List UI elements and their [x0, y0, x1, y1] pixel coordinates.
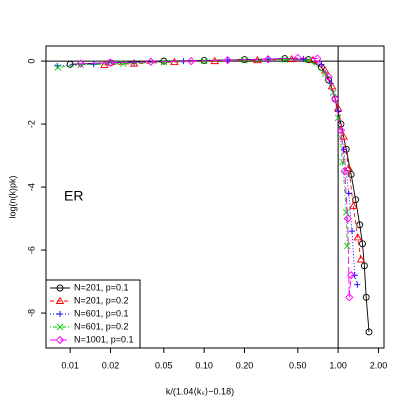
point — [345, 293, 354, 302]
point — [356, 255, 366, 263]
y-tick-label: -2 — [26, 120, 36, 128]
point — [345, 190, 352, 197]
legend-label: N=201, p=0.1 — [74, 282, 129, 292]
legend-label: N=1001, p=0.1 — [74, 334, 134, 344]
point — [334, 114, 342, 122]
x-tick-label: 0.01 — [61, 360, 79, 370]
point — [313, 54, 322, 63]
legend-marker — [55, 335, 65, 345]
point — [356, 221, 364, 229]
point — [321, 70, 329, 78]
point — [76, 59, 85, 68]
point — [336, 126, 346, 135]
point — [187, 56, 196, 66]
point — [349, 201, 358, 209]
legend-label: N=601, p=0.1 — [74, 308, 129, 318]
point — [362, 293, 370, 301]
legend-marker — [57, 311, 63, 317]
point — [349, 228, 356, 235]
point — [339, 158, 346, 166]
legend-marker — [55, 296, 65, 304]
point — [359, 240, 366, 248]
point — [120, 60, 127, 67]
annotation: ER — [64, 188, 83, 204]
x-tick-label: 2.00 — [370, 360, 388, 370]
y-tick-label: -8 — [26, 309, 36, 317]
legend-marker — [56, 323, 64, 331]
point — [320, 66, 330, 74]
x-tick-label: 0.20 — [236, 360, 254, 370]
x-tick-label: 1.00 — [329, 360, 347, 370]
point — [342, 208, 350, 216]
point — [339, 132, 348, 140]
y-tick-label: -4 — [26, 183, 36, 191]
y-tick-label: 0 — [26, 59, 36, 64]
point — [263, 55, 273, 64]
y-axis-label: log(n(k)pk) — [7, 175, 17, 218]
point — [343, 214, 352, 223]
plot-frame — [45, 45, 385, 349]
point — [344, 163, 354, 172]
point — [331, 94, 340, 104]
point — [346, 271, 356, 280]
y-tick-label: -6 — [26, 246, 36, 254]
point — [360, 262, 368, 270]
point — [77, 61, 85, 69]
x-axis-label: k/(1.04⟨kₛ⟩−0.18) — [166, 386, 234, 396]
point — [347, 171, 355, 178]
x-tick-label: 0.02 — [102, 360, 120, 370]
point — [340, 167, 349, 176]
point — [131, 59, 138, 66]
point — [287, 54, 296, 63]
series-line — [80, 57, 352, 298]
point — [340, 146, 347, 153]
point — [223, 56, 232, 65]
point — [300, 55, 307, 62]
series-line — [57, 58, 358, 285]
point — [324, 72, 333, 81]
point — [146, 57, 155, 66]
series-line — [57, 59, 348, 246]
point — [293, 53, 302, 63]
point — [365, 328, 373, 336]
legend-label: N=201, p=0.2 — [74, 295, 129, 305]
legend-label: N=601, p=0.2 — [74, 321, 129, 331]
point — [54, 64, 62, 71]
point — [66, 60, 74, 68]
x-tick-label: 0.10 — [195, 360, 213, 370]
legend-marker — [56, 284, 64, 292]
x-tick-label: 0.05 — [155, 360, 173, 370]
x-tick-label: 0.50 — [289, 360, 307, 370]
point — [353, 233, 362, 241]
point — [160, 58, 168, 66]
point — [343, 242, 351, 250]
series-line — [104, 58, 362, 260]
point — [281, 56, 289, 63]
point — [106, 58, 115, 67]
point — [354, 281, 361, 288]
